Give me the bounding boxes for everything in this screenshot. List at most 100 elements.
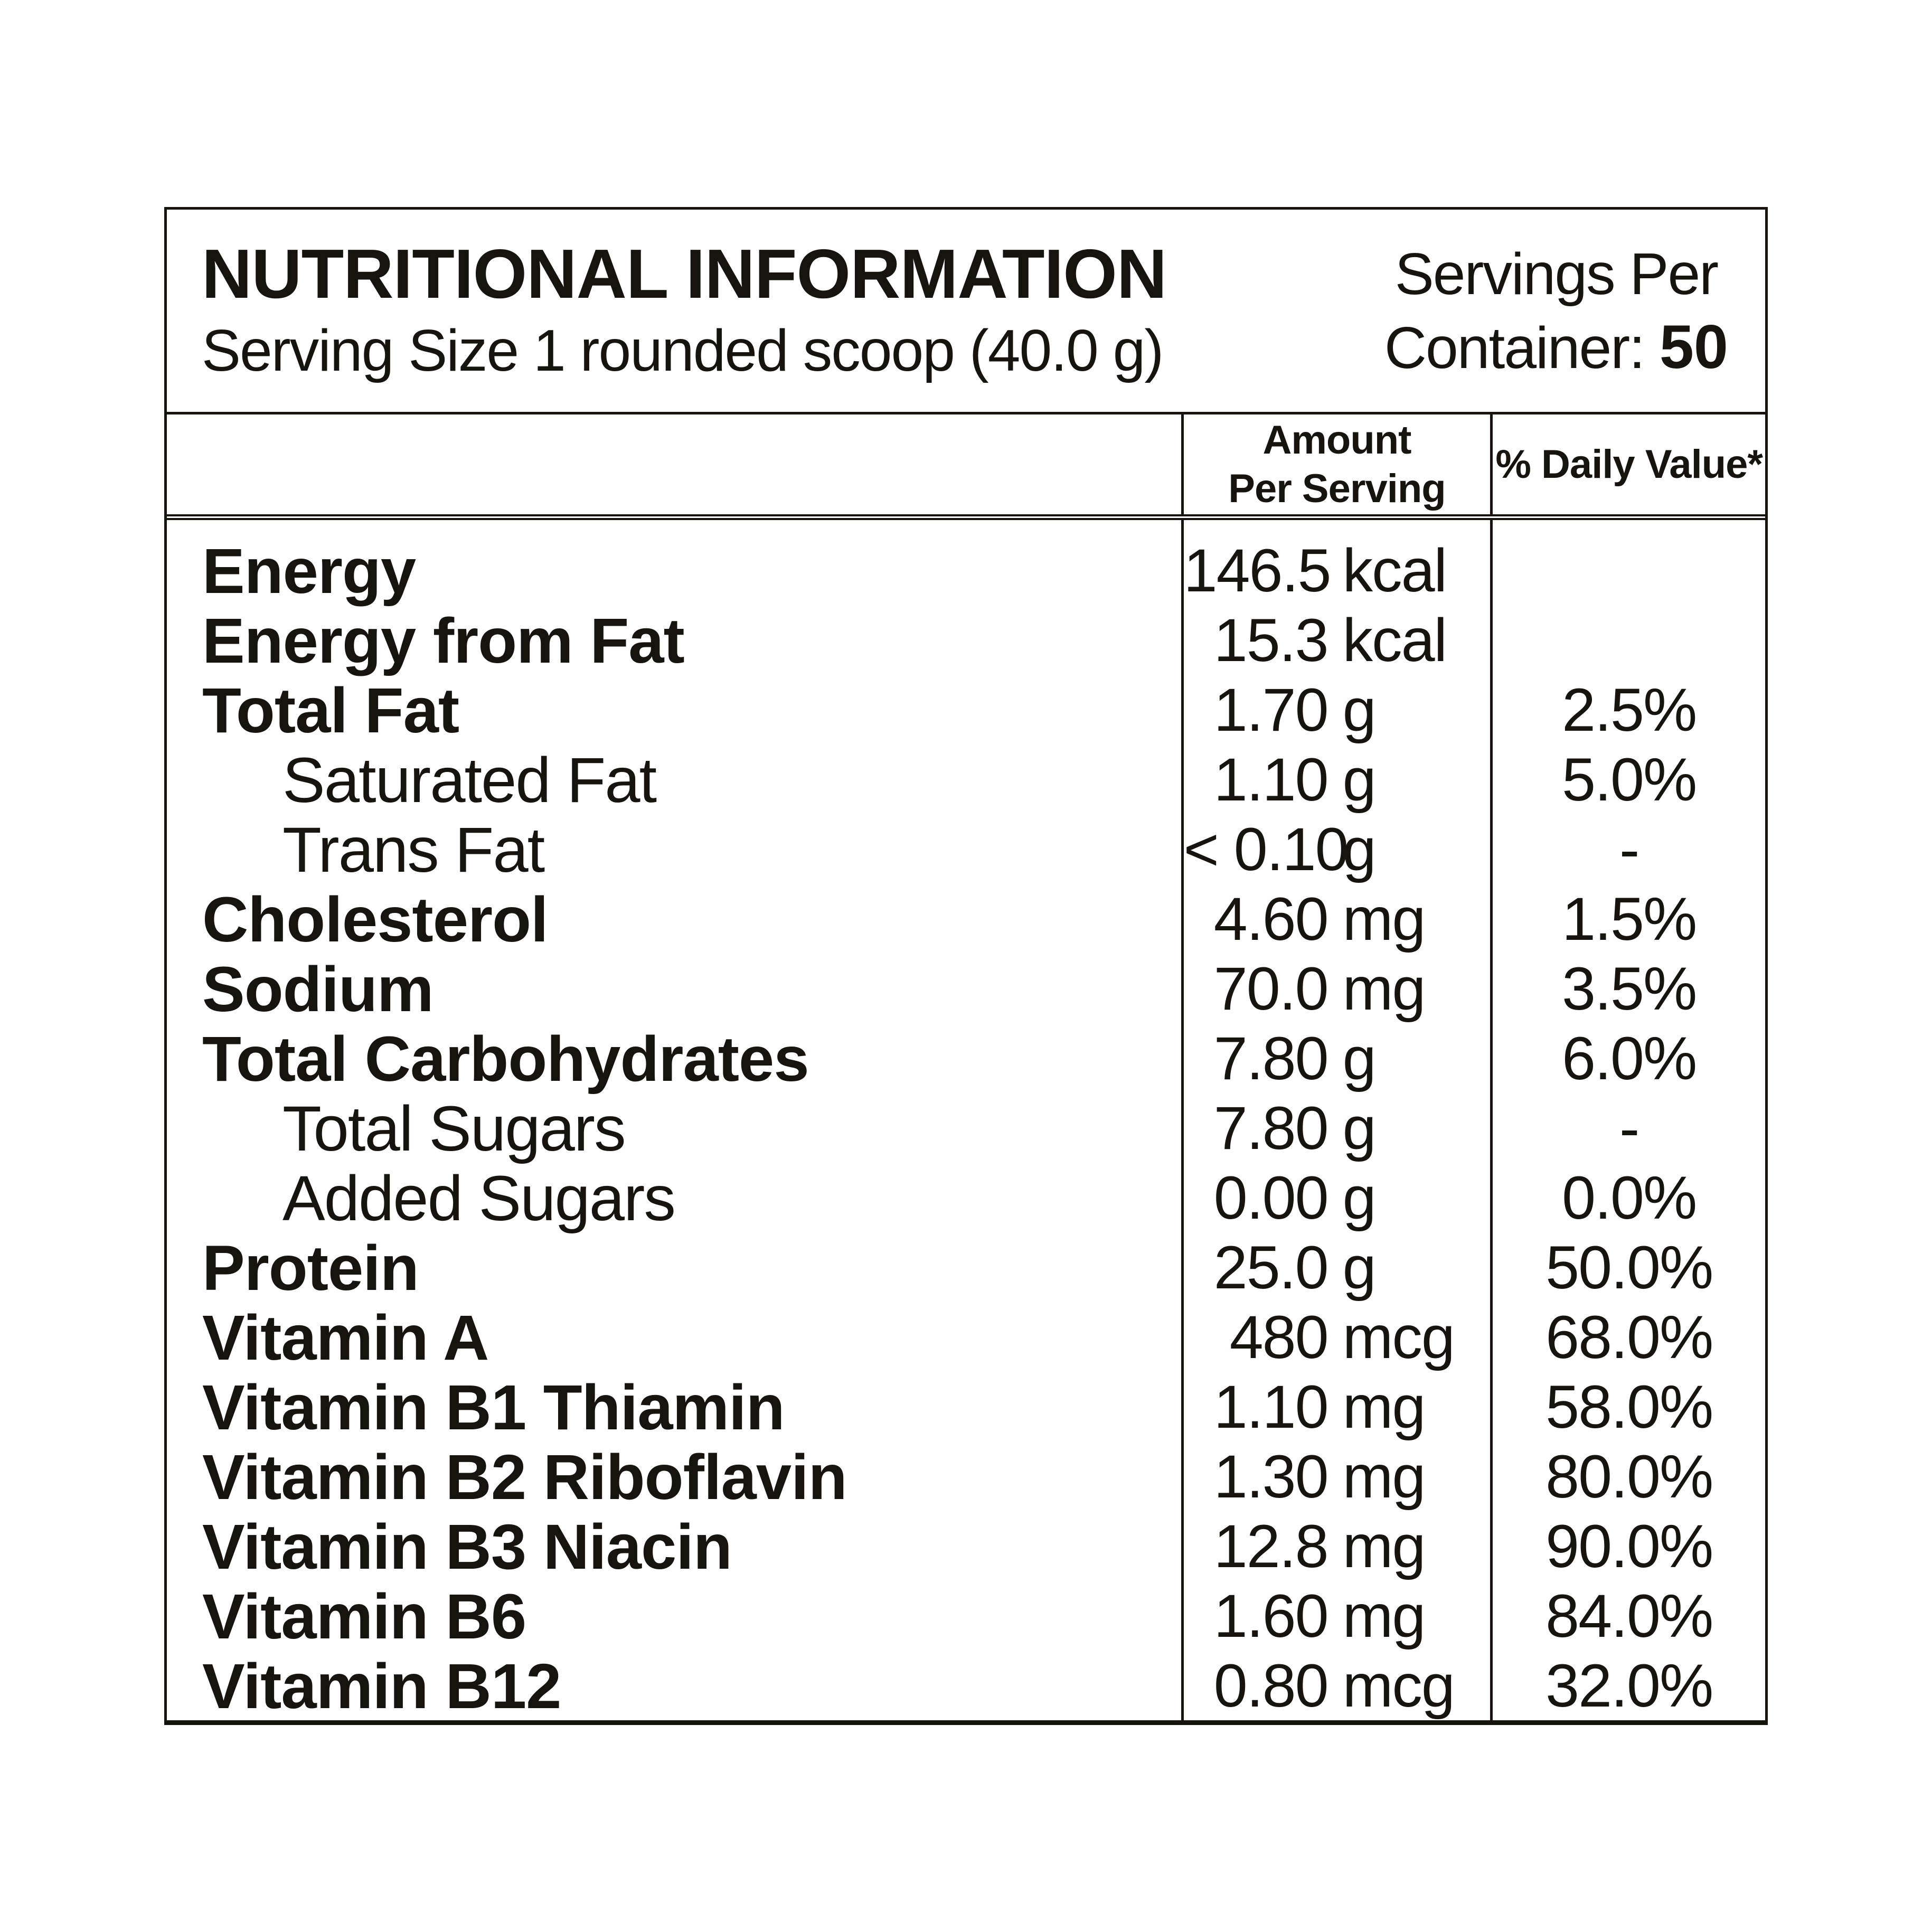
amount-value: 0.00 bbox=[1213, 1164, 1329, 1232]
amount-unit: mg bbox=[1342, 955, 1426, 1023]
amount-column: 146.5 kcal 15.3 kcal 1.70 g 1.10 g < 0.10 g 4.60 mg… bbox=[1181, 520, 1491, 1720]
nutrient-table-body: Energy Energy from Fat Total Fat Saturated … bbox=[167, 520, 1765, 1722]
nutrient-daily-value: 0.0% bbox=[1562, 1164, 1697, 1232]
nutrient-daily-value: - bbox=[1619, 816, 1639, 883]
amount-unit: kcal bbox=[1342, 607, 1448, 674]
nutrient-amount: 1.10 g bbox=[1184, 745, 1491, 815]
amount-unit: g bbox=[1342, 1095, 1377, 1162]
servings-per-line1: Servings Per bbox=[1394, 241, 1719, 307]
amount-value: 1.30 bbox=[1213, 1443, 1329, 1511]
amount-unit: mcg bbox=[1342, 1652, 1455, 1720]
amount-value: 7.80 bbox=[1213, 1095, 1329, 1162]
amount-unit: g bbox=[1342, 1234, 1377, 1302]
nutrient-name: Saturated Fat bbox=[282, 744, 657, 816]
amount-value: 0.80 bbox=[1213, 1652, 1329, 1720]
amount-value: < 0.10 bbox=[1183, 816, 1349, 883]
amount-unit: g bbox=[1342, 1025, 1377, 1092]
nutrient-daily-value bbox=[1493, 536, 1765, 606]
nutrient-amount: < 0.10 g bbox=[1184, 815, 1491, 884]
serving-size: Serving Size 1 rounded scoop (40.0 g) bbox=[202, 317, 1164, 383]
amount-value: 70.0 bbox=[1213, 955, 1329, 1023]
nutrient-amount: 0.00 g bbox=[1184, 1163, 1491, 1233]
nutrient-col-header bbox=[167, 414, 1181, 514]
nutrient-name: Total Fat bbox=[202, 674, 459, 746]
daily-value-column: 2.5% 5.0% -1.5% 3.5% 6.0% -0.0% 50.0% 68.0% 58.0… bbox=[1490, 520, 1765, 1720]
nutrient-amount: 480 mcg bbox=[1184, 1303, 1491, 1372]
amount-unit: mg bbox=[1342, 1582, 1426, 1650]
amount-col-header: Amount Per Serving bbox=[1181, 414, 1491, 514]
nutrient-daily-value: 1.5% bbox=[1562, 885, 1697, 953]
nutrient-amount: 1.60 mg bbox=[1184, 1581, 1491, 1651]
amount-unit: mg bbox=[1342, 1373, 1426, 1441]
nutrient-amount: 1.10 mg bbox=[1184, 1372, 1491, 1442]
nutrient-name: Energy bbox=[202, 535, 416, 607]
nutrient-name: Cholesterol bbox=[202, 883, 549, 955]
amount-value: 4.60 bbox=[1213, 885, 1329, 953]
amount-value: 1.10 bbox=[1213, 1373, 1329, 1441]
servings-per-container: Servings Per Container: 50 bbox=[1384, 238, 1731, 384]
amount-unit: mg bbox=[1342, 1443, 1426, 1511]
amount-unit: g bbox=[1342, 676, 1377, 744]
label-header-left: NUTRITIONAL INFORMATION Serving Size 1 r… bbox=[202, 234, 1167, 388]
amount-value: 1.10 bbox=[1213, 746, 1329, 814]
nutrient-daily-value: 90.0% bbox=[1545, 1513, 1713, 1580]
amount-value: 15.3 bbox=[1213, 607, 1329, 674]
servings-per-prefix: Container: bbox=[1384, 315, 1645, 381]
nutrient-daily-value: 6.0% bbox=[1562, 1025, 1697, 1092]
nutrient-name: Vitamin B3 Niacin bbox=[202, 1511, 732, 1582]
nutrient-name-column: Energy Energy from Fat Total Fat Saturated … bbox=[167, 520, 1181, 1722]
amount-unit: g bbox=[1342, 1164, 1377, 1232]
amount-unit: mcg bbox=[1342, 1304, 1455, 1371]
amount-value: 1.60 bbox=[1213, 1582, 1329, 1650]
amount-value: 1.70 bbox=[1213, 676, 1329, 744]
amount-unit: mg bbox=[1342, 1513, 1426, 1580]
nutrient-daily-value: 58.0% bbox=[1545, 1373, 1713, 1441]
amount-value: 25.0 bbox=[1213, 1234, 1329, 1302]
nutrient-name: Vitamin B12 bbox=[202, 1650, 561, 1722]
daily-value-col-header: % Daily Value* bbox=[1490, 414, 1765, 514]
amount-value: 146.5 bbox=[1183, 537, 1332, 605]
nutrient-amount: 7.80 g bbox=[1184, 1094, 1491, 1163]
nutrient-name: Vitamin B6 bbox=[202, 1580, 526, 1652]
nutrient-daily-value: 5.0% bbox=[1562, 746, 1697, 814]
amount-unit: mg bbox=[1342, 885, 1426, 953]
nutrient-amount: 1.70 g bbox=[1184, 675, 1491, 745]
nutrient-amount: 70.0 mg bbox=[1184, 954, 1491, 1024]
nutrient-amount: 15.3 kcal bbox=[1184, 606, 1491, 675]
amount-unit: g bbox=[1342, 816, 1377, 883]
amount-value: 12.8 bbox=[1213, 1513, 1329, 1580]
amount-value: 480 bbox=[1229, 1304, 1329, 1371]
amount-unit: g bbox=[1342, 746, 1377, 814]
nutrient-daily-value: 50.0% bbox=[1545, 1234, 1713, 1302]
nutrient-amount: 7.80 g bbox=[1184, 1024, 1491, 1094]
nutrition-label: NUTRITIONAL INFORMATION Serving Size 1 r… bbox=[164, 207, 1768, 1725]
nutrient-amount: 1.30 mg bbox=[1184, 1442, 1491, 1512]
nutrient-amount: 0.80 mcg bbox=[1184, 1651, 1491, 1721]
nutrient-daily-value bbox=[1493, 606, 1765, 675]
label-header: NUTRITIONAL INFORMATION Serving Size 1 r… bbox=[167, 210, 1765, 414]
amount-value: 7.80 bbox=[1213, 1025, 1329, 1092]
nutrient-amount: 146.5 kcal bbox=[1184, 536, 1491, 606]
nutrient-amount: 4.60 mg bbox=[1184, 884, 1491, 954]
nutrient-name: Vitamin A bbox=[202, 1302, 489, 1373]
nutrient-name: Added Sugars bbox=[282, 1162, 676, 1234]
amount-unit: kcal bbox=[1342, 537, 1448, 605]
nutrient-name: Vitamin B2 Riboflavin bbox=[202, 1441, 847, 1513]
nutrient-amount: 25.0 g bbox=[1184, 1233, 1491, 1303]
nutrient-name: Energy from Fat bbox=[202, 605, 685, 676]
nutrient-name: Protein bbox=[202, 1232, 419, 1304]
nutrient-daily-value: 3.5% bbox=[1562, 955, 1697, 1023]
nutrient-daily-value: 32.0% bbox=[1545, 1652, 1713, 1720]
label-title: NUTRITIONAL INFORMATION bbox=[202, 234, 1167, 313]
nutrient-amount: 12.8 mg bbox=[1184, 1512, 1491, 1581]
nutrient-daily-value: 84.0% bbox=[1545, 1582, 1713, 1650]
amount-col-header-line2: Per Serving bbox=[1228, 466, 1446, 511]
amount-col-header-line1: Amount bbox=[1262, 417, 1411, 463]
servings-per-line2: Container: 50 bbox=[1384, 310, 1728, 384]
nutrient-daily-value: 2.5% bbox=[1562, 676, 1697, 744]
nutrient-daily-value: 68.0% bbox=[1545, 1304, 1713, 1371]
nutrient-daily-value: 80.0% bbox=[1545, 1443, 1713, 1511]
nutrient-daily-value: - bbox=[1619, 1095, 1639, 1162]
nutrient-name: Trans Fat bbox=[282, 814, 545, 885]
